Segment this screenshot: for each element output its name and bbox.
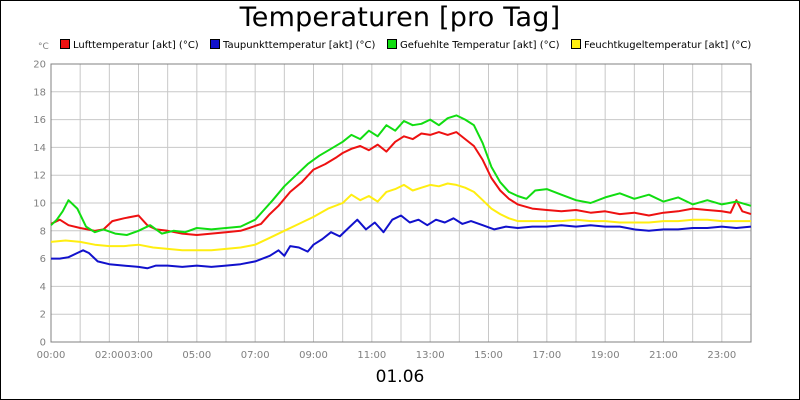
legend-label: Taupunkttemperatur [akt] (°C) <box>223 40 376 51</box>
grid <box>51 63 751 343</box>
y-tick-label: 8 <box>40 226 46 237</box>
x-tick-label: 19:00 <box>591 350 620 361</box>
y-tick-label: 0 <box>40 338 46 349</box>
x-tick-label: 03:00 <box>124 350 153 361</box>
y-tick-label: 16 <box>33 115 46 126</box>
series-line-1 <box>51 214 752 270</box>
y-tick-label: 12 <box>33 171 46 182</box>
x-tick-label: 07:00 <box>241 350 270 361</box>
x-axis-date-label: 01.06 <box>375 367 425 387</box>
y-tick-label: 18 <box>33 87 46 98</box>
x-tick-label: 11:00 <box>357 350 386 361</box>
y-tick-label: 6 <box>40 254 46 265</box>
axes: 0 2 4 6 8 10 12 14 16 18 20 00:00 02:00 03:00 05:00 07:… <box>33 60 752 361</box>
legend-swatch-red <box>60 39 70 49</box>
legend-item-feuchtkugeltemperatur: Feuchtkugeltemperatur [akt] (°C) <box>571 39 751 53</box>
legend-swatch-green <box>387 39 397 49</box>
legend-swatch-yellow <box>571 39 581 49</box>
x-tick-label: 23:00 <box>707 350 736 361</box>
x-tick-label: 21:00 <box>649 350 678 361</box>
legend-swatch-blue <box>210 39 220 49</box>
plot-border <box>50 63 752 343</box>
series-line-3 <box>50 182 751 252</box>
x-tick-label: 00:00 <box>37 350 66 361</box>
x-tick-label: 02:00 <box>95 350 124 361</box>
x-tick-label: 13:00 <box>416 350 445 361</box>
y-tick-label: 10 <box>33 199 46 210</box>
chart-title: Temperaturen [pro Tag] <box>239 2 561 33</box>
legend-item-lufttemperatur: Lufttemperatur [akt] (°C) <box>60 39 199 53</box>
x-tick-label: 15:00 <box>474 350 503 361</box>
series-line-0 <box>50 131 752 236</box>
legend-label: Lufttemperatur [akt] (°C) <box>73 40 199 51</box>
x-tick-label: 05:00 <box>182 350 211 361</box>
x-tick-label: 17:00 <box>532 350 561 361</box>
legend-label: Gefuehlte Temperatur [akt] (°C) <box>400 40 560 51</box>
x-tick-label: 09:00 <box>299 350 328 361</box>
legend-item-gefuehlte-temperatur: Gefuehlte Temperatur [akt] (°C) <box>387 39 559 53</box>
y-unit-label: °C <box>38 42 49 52</box>
y-tick-label: 4 <box>40 282 46 293</box>
y-tick-label: 14 <box>33 143 46 154</box>
series-line-2 <box>50 114 752 236</box>
y-tick-label: 20 <box>33 60 46 71</box>
series-lines <box>50 114 752 270</box>
legend-label: Feuchtkugeltemperatur [akt] (°C) <box>584 40 752 51</box>
legend-item-taupunkttemperatur: Taupunkttemperatur [akt] (°C) <box>210 39 375 53</box>
y-tick-label: 2 <box>40 310 46 321</box>
